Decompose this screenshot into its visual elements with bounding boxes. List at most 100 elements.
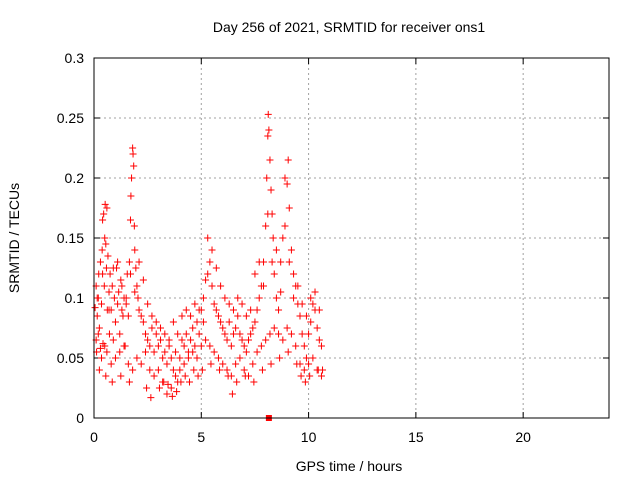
data-point bbox=[232, 324, 240, 332]
data-point bbox=[169, 318, 177, 326]
data-point bbox=[210, 348, 218, 356]
data-point bbox=[265, 126, 273, 134]
data-point bbox=[98, 300, 106, 308]
data-point bbox=[309, 354, 317, 362]
data-point bbox=[152, 318, 160, 326]
data-point bbox=[270, 270, 278, 278]
y-tick-label: 0.3 bbox=[65, 50, 85, 66]
x-axis-label: GPS time / hours bbox=[296, 458, 403, 474]
data-point bbox=[96, 344, 104, 352]
data-point bbox=[247, 306, 255, 314]
data-point bbox=[99, 216, 107, 224]
data-point bbox=[116, 348, 124, 356]
data-point bbox=[272, 246, 280, 254]
data-point bbox=[142, 330, 149, 338]
data-point bbox=[127, 192, 135, 200]
data-point bbox=[130, 222, 138, 230]
data-point bbox=[272, 294, 280, 302]
data-point bbox=[284, 156, 292, 164]
data-point bbox=[101, 200, 109, 208]
data-point bbox=[270, 324, 278, 332]
data-point bbox=[189, 324, 197, 332]
data-point bbox=[229, 306, 237, 314]
data-point bbox=[137, 312, 145, 320]
data-point bbox=[187, 336, 195, 344]
data-point bbox=[100, 210, 108, 218]
data-point bbox=[176, 366, 184, 374]
data-point bbox=[180, 342, 188, 350]
data-point bbox=[317, 372, 325, 380]
data-point bbox=[148, 324, 156, 332]
data-point bbox=[126, 216, 134, 224]
data-point bbox=[206, 342, 214, 350]
data-point bbox=[104, 252, 112, 260]
data-point bbox=[150, 348, 158, 356]
data-point bbox=[236, 354, 244, 362]
data-point bbox=[242, 348, 250, 356]
data-point bbox=[305, 360, 313, 368]
data-point bbox=[202, 336, 210, 344]
data-point bbox=[227, 342, 235, 350]
data-point bbox=[212, 306, 220, 314]
data-point bbox=[225, 318, 233, 326]
data-point bbox=[195, 330, 203, 338]
data-point bbox=[163, 360, 171, 368]
data-point bbox=[223, 336, 231, 344]
data-point bbox=[181, 372, 189, 380]
data-point bbox=[178, 312, 186, 320]
data-point bbox=[311, 288, 319, 296]
data-point bbox=[245, 336, 252, 344]
y-axis-label: SRMTID / TECUs bbox=[6, 183, 22, 293]
data-point bbox=[150, 372, 158, 380]
data-point bbox=[131, 288, 139, 296]
data-point bbox=[137, 360, 145, 368]
plot-frame bbox=[93, 57, 610, 419]
data-point bbox=[293, 360, 301, 368]
data-point bbox=[266, 156, 274, 164]
data-point bbox=[268, 258, 276, 266]
data-point bbox=[283, 180, 291, 188]
ticks-layer bbox=[93, 57, 609, 419]
data-point bbox=[300, 366, 308, 374]
data-point bbox=[249, 324, 257, 332]
data-point bbox=[307, 318, 315, 326]
data-point bbox=[279, 234, 287, 242]
data-point bbox=[122, 300, 130, 308]
data-point bbox=[101, 342, 109, 350]
data-point bbox=[301, 378, 309, 386]
data-point bbox=[315, 336, 323, 344]
data-point bbox=[125, 378, 133, 386]
data-point bbox=[106, 270, 114, 278]
data-point bbox=[100, 282, 108, 290]
data-point bbox=[126, 270, 134, 278]
y-tick-label: 0.2 bbox=[65, 170, 85, 186]
data-point bbox=[135, 306, 143, 314]
data-point bbox=[133, 354, 141, 362]
data-point bbox=[219, 324, 227, 332]
data-point bbox=[116, 330, 124, 338]
data-point bbox=[144, 300, 152, 308]
x-tick-label: 5 bbox=[197, 429, 205, 445]
data-point bbox=[102, 372, 110, 380]
data-point bbox=[176, 354, 184, 362]
data-point bbox=[264, 132, 272, 140]
data-point bbox=[285, 258, 293, 266]
data-point bbox=[281, 222, 289, 230]
data-point bbox=[314, 366, 322, 374]
data-point bbox=[255, 258, 263, 266]
data-point bbox=[221, 330, 229, 338]
data-point bbox=[167, 354, 175, 362]
data-point bbox=[315, 306, 323, 314]
data-point bbox=[118, 306, 126, 314]
data-point bbox=[180, 360, 188, 368]
data-point bbox=[253, 306, 261, 314]
tick-labels: 0 0.05 0.1 0.15 0.2 0.25 0.3 0 5 10 15 20 bbox=[57, 50, 531, 445]
data-point bbox=[143, 384, 151, 392]
data-point bbox=[115, 288, 123, 296]
data-point bbox=[228, 390, 236, 398]
data-point bbox=[208, 246, 216, 254]
data-point bbox=[120, 342, 128, 350]
data-point bbox=[292, 342, 300, 350]
data-point bbox=[110, 294, 118, 302]
